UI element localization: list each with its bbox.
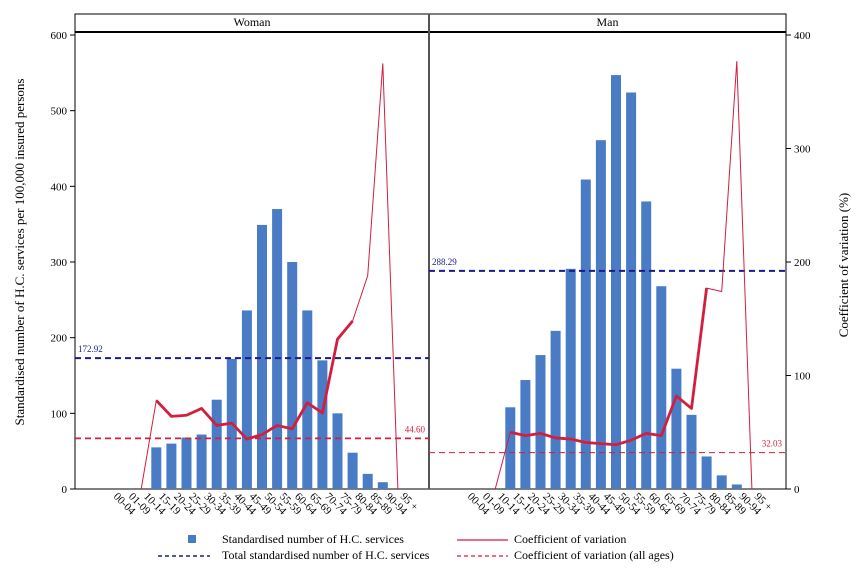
plot-border (74, 13, 787, 490)
y-right-tick-label: 100 (794, 371, 811, 383)
bar-65-69 (656, 286, 667, 489)
total-label: 288.29 (432, 257, 457, 267)
bar-60-64 (641, 201, 652, 489)
bar-45-49 (595, 140, 606, 489)
y-right-axis-title: Coefficient of variation (%) (836, 193, 851, 338)
bar-75-79 (686, 414, 697, 489)
panel-title: Man (597, 15, 619, 29)
bar-50-54 (611, 75, 621, 489)
bar-35-39 (565, 268, 576, 489)
bar-65-69 (302, 310, 313, 489)
bar-90-94 (731, 484, 742, 489)
bar-15-19 (505, 407, 516, 489)
bar-50-54 (257, 224, 267, 489)
legend-cv-label: Coefficient of variation (514, 532, 626, 546)
bar-20-24 (166, 443, 177, 489)
chart-legend: Standardised number of H.C. services Tota… (158, 532, 674, 562)
bar-35-39 (211, 399, 222, 489)
bar-70-74 (671, 368, 682, 489)
bar-55-59 (626, 92, 637, 490)
legend-bar-label: Standardised number of H.C. services (222, 532, 404, 546)
y-left-tick-label: 0 (62, 484, 68, 496)
chart-axes: 0 100 200 300 400 500 600 0 100 200 300 400 Standard… (12, 30, 851, 496)
cv-line-thin (140, 63, 399, 490)
bar-70-74 (317, 360, 328, 489)
plot-frame (74, 13, 787, 490)
cv-line-thin (494, 61, 753, 490)
cv-all-label: 44.60 (405, 424, 426, 434)
chart-panels: Woman172.9244.6000-0401-0910-1415-1920-2… (75, 15, 786, 518)
y-left-tick-label: 400 (51, 181, 68, 193)
y-left-tick-label: 500 (51, 106, 68, 118)
bar-25-29 (535, 355, 546, 489)
y-right-tick-label: 400 (794, 30, 811, 42)
panel-woman: Woman172.9244.6000-0401-0910-1415-1920-2… (75, 15, 429, 518)
bar-55-59 (272, 209, 283, 490)
y-right-tick-label: 200 (794, 257, 811, 269)
bar-85-89 (716, 475, 727, 489)
total-label: 172.92 (78, 344, 103, 354)
y-left-tick-label: 600 (51, 30, 68, 42)
y-right-tick-label: 300 (794, 144, 811, 156)
bar-40-44 (580, 179, 591, 490)
panel-man: Man288.2932.0300-0401-0910-1415-1920-242… (429, 15, 786, 518)
bar-75-79 (332, 413, 343, 489)
y-left-axis-title: Standardised number of H.C. services per… (12, 79, 27, 426)
bar-30-34 (550, 330, 561, 489)
bar-85-89 (362, 473, 373, 489)
cv-all-label: 32.03 (762, 439, 783, 449)
legend-bar-swatch (188, 535, 196, 543)
bar-15-19 (151, 447, 162, 489)
bar-25-29 (181, 437, 192, 489)
legend-cv-all-label: Coefficient of variation (all ages) (514, 548, 674, 562)
bar-80-84 (701, 456, 712, 489)
cv-line-thick (509, 287, 708, 447)
bar-90-94 (377, 482, 388, 489)
cv-line-thick (155, 320, 354, 441)
bar-80-84 (347, 452, 358, 489)
y-left-tick-label: 300 (51, 257, 68, 269)
y-left-tick-label: 100 (51, 408, 68, 420)
panel-title: Woman (233, 15, 270, 29)
bar-60-64 (287, 262, 298, 489)
bar-30-34 (196, 434, 207, 489)
y-right-tick-label: 0 (794, 484, 800, 496)
legend-total-label: Total standardised number of H.C. servic… (222, 548, 430, 562)
bar-45-49 (241, 310, 252, 489)
y-left-tick-label: 200 (51, 333, 68, 345)
